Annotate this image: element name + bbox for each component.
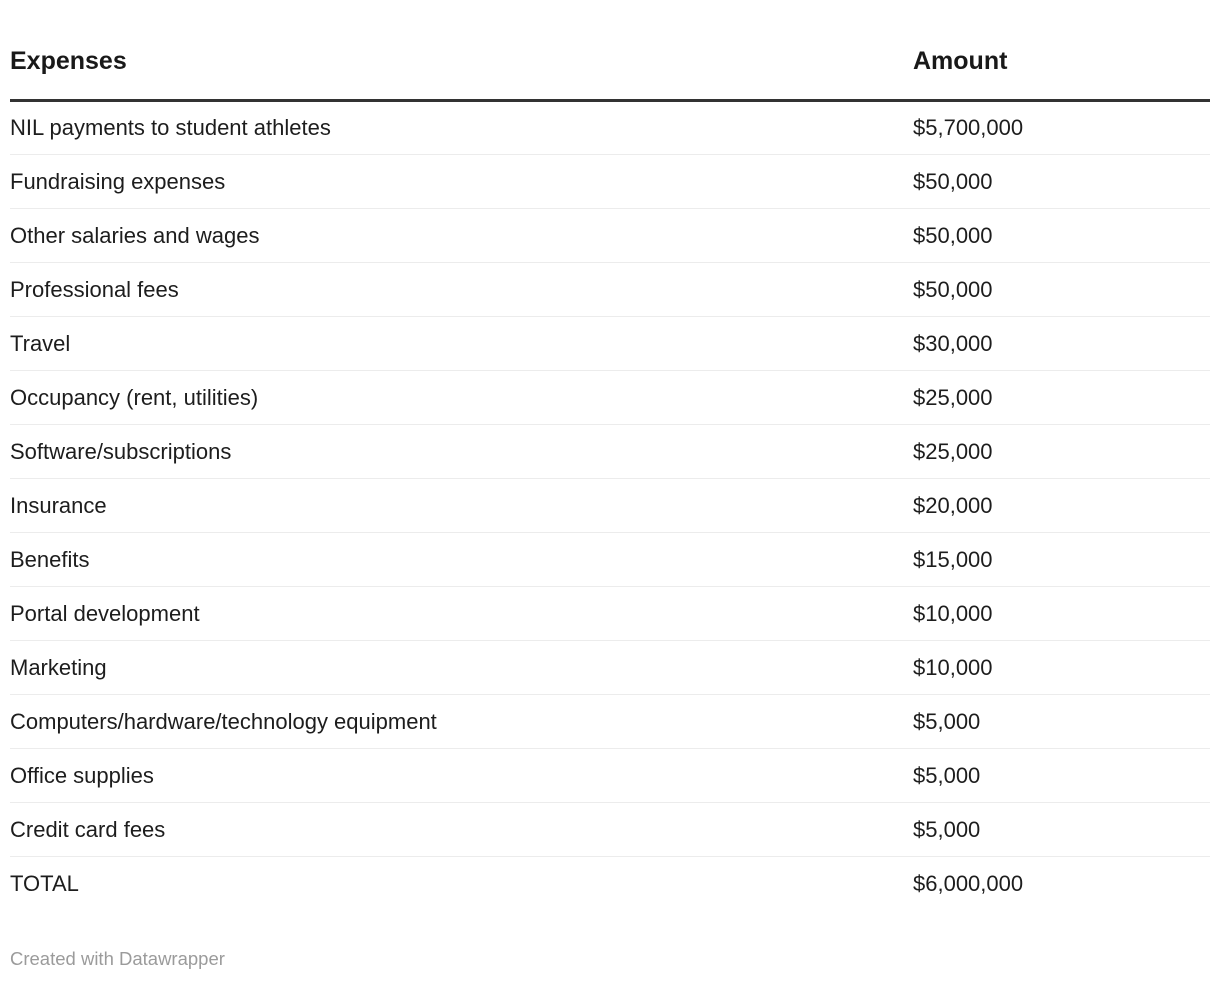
- column-header-expenses: Expenses: [10, 0, 913, 102]
- column-header-amount: Amount: [913, 0, 1210, 102]
- amount-cell: $10,000: [913, 640, 1210, 695]
- amount-cell: $25,000: [913, 424, 1210, 479]
- expense-cell: Occupancy (rent, utilities): [10, 370, 913, 425]
- table-body: NIL payments to student athletes $5,700,…: [10, 100, 1210, 911]
- amount-cell: $5,000: [913, 694, 1210, 749]
- expense-cell: Fundraising expenses: [10, 154, 913, 209]
- amount-cell: $5,000: [913, 748, 1210, 803]
- expense-cell: Portal development: [10, 586, 913, 641]
- amount-cell: $50,000: [913, 262, 1210, 317]
- expense-cell: Office supplies: [10, 748, 913, 803]
- datawrapper-attribution: Created with Datawrapper: [10, 947, 225, 969]
- table-row: Other salaries and wages $50,000: [10, 208, 1210, 263]
- table-row: Occupancy (rent, utilities) $25,000: [10, 370, 1210, 425]
- table-row: Marketing $10,000: [10, 640, 1210, 695]
- table-header: Expenses Amount: [10, 0, 1210, 102]
- table-row: Credit card fees $5,000: [10, 802, 1210, 857]
- expense-cell: Credit card fees: [10, 802, 913, 857]
- expense-table-chart: Expenses Amount NIL payments to student …: [10, 0, 1210, 911]
- table-row: Insurance $20,000: [10, 478, 1210, 533]
- amount-cell: $50,000: [913, 154, 1210, 209]
- table-row: TOTAL $6,000,000: [10, 857, 1210, 911]
- table-row: Professional fees $50,000: [10, 262, 1210, 317]
- table-row: Software/subscriptions $25,000: [10, 424, 1210, 479]
- amount-cell: $30,000: [913, 316, 1210, 371]
- expense-cell: Other salaries and wages: [10, 208, 913, 263]
- table-row: Computers/hardware/technology equipment …: [10, 694, 1210, 749]
- expense-cell: Marketing: [10, 640, 913, 695]
- table-row: Travel $30,000: [10, 316, 1210, 371]
- expense-cell: Benefits: [10, 532, 913, 587]
- amount-cell: $5,700,000: [913, 100, 1210, 155]
- table-row: Fundraising expenses $50,000: [10, 154, 1210, 209]
- table-row: Office supplies $5,000: [10, 748, 1210, 803]
- amount-cell: $6,000,000: [913, 870, 1024, 896]
- expense-cell: NIL payments to student athletes: [10, 100, 913, 155]
- amount-cell: $20,000: [913, 478, 1210, 533]
- table-row: Benefits $15,000: [10, 532, 1210, 587]
- amount-cell: $10,000: [913, 586, 1210, 641]
- table-row: Portal development $10,000: [10, 586, 1210, 641]
- expense-cell: Insurance: [10, 478, 913, 533]
- expense-table: Expenses Amount NIL payments to student …: [10, 0, 1210, 911]
- amount-cell: $50,000: [913, 208, 1210, 263]
- expense-cell: TOTAL: [10, 870, 79, 896]
- expense-cell: Software/subscriptions: [10, 424, 913, 479]
- amount-cell: $15,000: [913, 532, 1210, 587]
- expense-cell: Professional fees: [10, 262, 913, 317]
- expense-cell: Computers/hardware/technology equipment: [10, 694, 913, 749]
- amount-cell: $25,000: [913, 370, 1210, 425]
- expense-cell: Travel: [10, 316, 913, 371]
- table-row: NIL payments to student athletes $5,700,…: [10, 100, 1210, 155]
- amount-cell: $5,000: [913, 802, 1210, 857]
